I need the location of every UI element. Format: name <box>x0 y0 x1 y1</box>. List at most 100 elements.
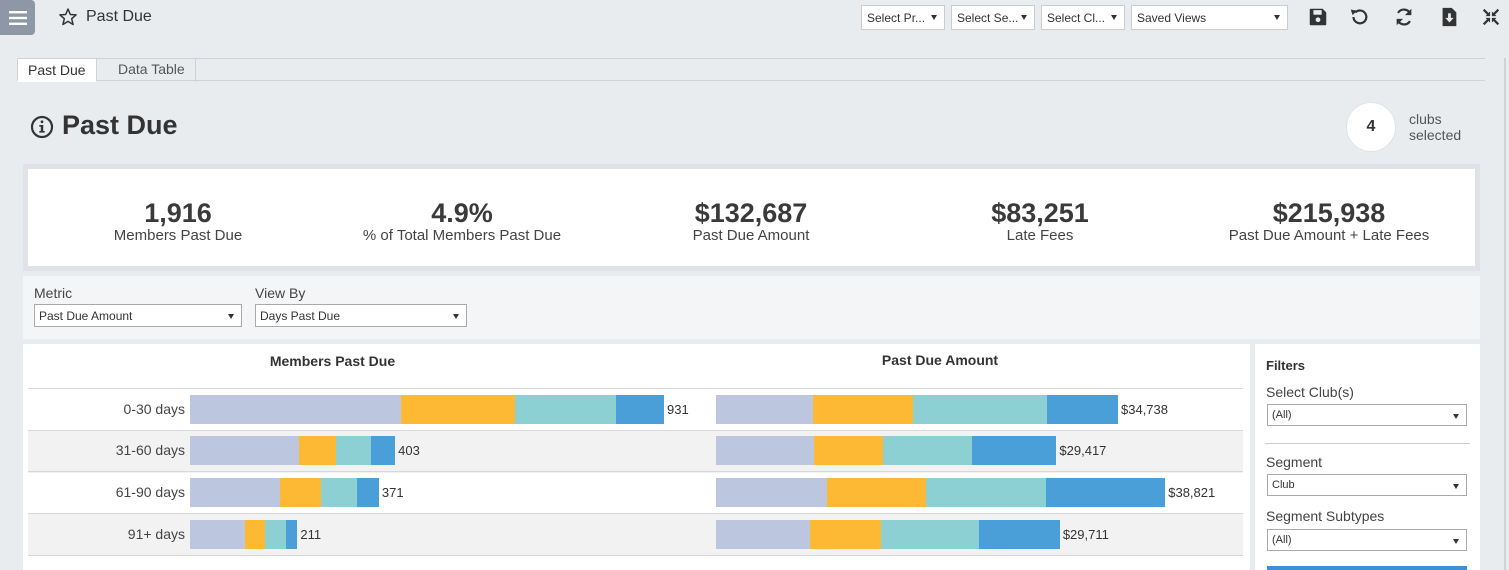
chart-title-members: Members Past Due <box>269 353 396 369</box>
saved-views-label: Saved Views <box>1137 11 1207 25</box>
kpi-value: 1,916 <box>144 198 212 228</box>
chevron-down-icon <box>1021 15 1027 20</box>
bar-segment[interactable] <box>371 436 396 465</box>
chevron-down-icon <box>453 314 459 319</box>
kpi-label: Late Fees <box>1006 227 1074 244</box>
row-label-31-60: 31-60 days <box>115 442 185 458</box>
bar-segment[interactable] <box>716 478 828 507</box>
bar-segment[interactable] <box>716 520 811 549</box>
bar-segment[interactable] <box>190 436 300 465</box>
top-toolbar: Past Due Select Pr... Select Se... Selec… <box>0 0 1509 36</box>
bar-segment[interactable] <box>978 520 1060 549</box>
bar-segment[interactable] <box>400 395 516 424</box>
hamburger-menu-button[interactable] <box>0 0 35 35</box>
bar-segment[interactable] <box>190 520 246 549</box>
saved-views-dropdown[interactable]: Saved Views <box>1131 5 1288 30</box>
kpi-label: Past Due Amount <box>692 227 810 244</box>
select-segment-label: Select Se... <box>957 11 1019 25</box>
chevron-down-icon <box>228 314 234 319</box>
bar-segment[interactable] <box>190 478 280 507</box>
filter-subtypes-value: (All) <box>1272 534 1292 546</box>
filter-subtypes-dropdown[interactable]: (All) <box>1267 529 1467 551</box>
page-title: Past Due <box>62 110 178 140</box>
chevron-down-icon <box>1453 414 1459 419</box>
save-icon[interactable] <box>1307 6 1329 28</box>
select-club-label: Select Cl... <box>1047 11 1106 25</box>
menu-icon <box>8 10 27 25</box>
tab-data-table[interactable]: Data Table <box>108 58 196 82</box>
tab-past-due[interactable]: Past Due <box>17 58 97 82</box>
bar-segment[interactable] <box>827 478 927 507</box>
bar-segment[interactable] <box>1046 478 1166 507</box>
bar-segment[interactable] <box>336 436 372 465</box>
select-program-label: Select Pr... <box>867 11 926 25</box>
bar-segment[interactable] <box>912 395 1048 424</box>
bar-segment[interactable] <box>812 395 913 424</box>
chart-title-amount: Past Due Amount <box>881 352 999 368</box>
apply-button[interactable] <box>1267 566 1467 570</box>
filter-segment-value: Club <box>1272 479 1295 491</box>
bar-segment[interactable] <box>515 395 616 424</box>
kpi-value: $215,938 <box>1272 198 1386 228</box>
bar-segment[interactable] <box>814 436 883 465</box>
tab-bar: Past Due Data Table <box>17 58 1485 82</box>
bar-segment[interactable] <box>356 478 379 507</box>
bar-segment[interactable] <box>1047 395 1118 424</box>
filter-club-dropdown[interactable]: (All) <box>1267 404 1467 426</box>
kpi-percent-past-due: 4.9% % of Total Members Past Due <box>312 198 612 244</box>
bar-segment[interactable] <box>880 520 979 549</box>
filter-subtypes-label: Segment Subtypes <box>1266 508 1385 524</box>
select-club-dropdown[interactable]: Select Cl... <box>1041 5 1125 30</box>
kpi-value: $132,687 <box>694 198 808 228</box>
kpi-past-due-amount: $132,687 Past Due Amount <box>601 198 901 244</box>
collapse-icon[interactable] <box>1480 6 1502 28</box>
bar-segment[interactable] <box>971 436 1057 465</box>
kpi-members-past-due: 1,916 Members Past Due <box>28 198 328 244</box>
metric-dropdown[interactable]: Past Due Amount <box>34 304 242 327</box>
bar-value-label: 931 <box>667 402 689 417</box>
bar-segment[interactable] <box>190 395 401 424</box>
select-program-dropdown[interactable]: Select Pr... <box>861 5 945 30</box>
kpi-panel: 1,916 Members Past Due 4.9% % of Total M… <box>23 164 1480 271</box>
bar-segment[interactable] <box>245 520 265 549</box>
bar-segment[interactable] <box>264 520 286 549</box>
chevron-down-icon <box>1274 15 1280 20</box>
filter-club-label: Select Club(s) <box>1266 384 1354 400</box>
bar-segment[interactable] <box>716 395 813 424</box>
chart-controls: Metric Past Due Amount View By Days Past… <box>23 276 1480 339</box>
metric-value: Past Due Amount <box>39 309 133 323</box>
kpi-total-amount: $215,938 Past Due Amount + Late Fees <box>1179 198 1479 244</box>
bar-segment[interactable] <box>926 478 1047 507</box>
favorite-star-icon[interactable] <box>58 7 78 27</box>
metric-label: Metric <box>34 285 73 301</box>
info-icon[interactable] <box>30 115 54 139</box>
bar-segment[interactable] <box>279 478 321 507</box>
bar-segment[interactable] <box>285 520 298 549</box>
kpi-value: 4.9% <box>431 198 493 228</box>
select-segment-dropdown[interactable]: Select Se... <box>951 5 1035 30</box>
bar-segment[interactable] <box>299 436 337 465</box>
download-icon[interactable] <box>1438 6 1460 28</box>
filter-segment-label: Segment <box>1266 454 1323 470</box>
view-by-dropdown[interactable]: Days Past Due <box>255 304 467 327</box>
kpi-late-fees: $83,251 Late Fees <box>890 198 1190 244</box>
kpi-label: % of Total Members Past Due <box>362 227 562 244</box>
bar-segment[interactable] <box>882 436 972 465</box>
bar-value-label: $38,821 <box>1168 485 1216 500</box>
bar-segment[interactable] <box>810 520 881 549</box>
undo-icon[interactable] <box>1348 6 1370 28</box>
bar-segment[interactable] <box>320 478 357 507</box>
bar-segment[interactable] <box>615 395 664 424</box>
bar-segment[interactable] <box>716 436 815 465</box>
row-label-61-90: 61-90 days <box>115 484 185 500</box>
view-by-label: View By <box>255 285 306 301</box>
filter-segment-dropdown[interactable]: Club <box>1267 474 1467 496</box>
chevron-down-icon <box>1453 539 1459 544</box>
bar-value-label: 211 <box>300 527 322 542</box>
scrollbar[interactable] <box>1504 58 1506 570</box>
app-title: Past Due <box>86 8 152 25</box>
chevron-down-icon <box>1111 15 1117 20</box>
filter-club-value: (All) <box>1272 409 1292 421</box>
refresh-icon[interactable] <box>1393 6 1415 28</box>
chevron-down-icon <box>1453 484 1459 489</box>
